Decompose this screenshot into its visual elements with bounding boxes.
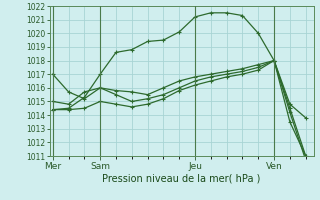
X-axis label: Pression niveau de la mer( hPa ): Pression niveau de la mer( hPa ) <box>102 173 261 183</box>
